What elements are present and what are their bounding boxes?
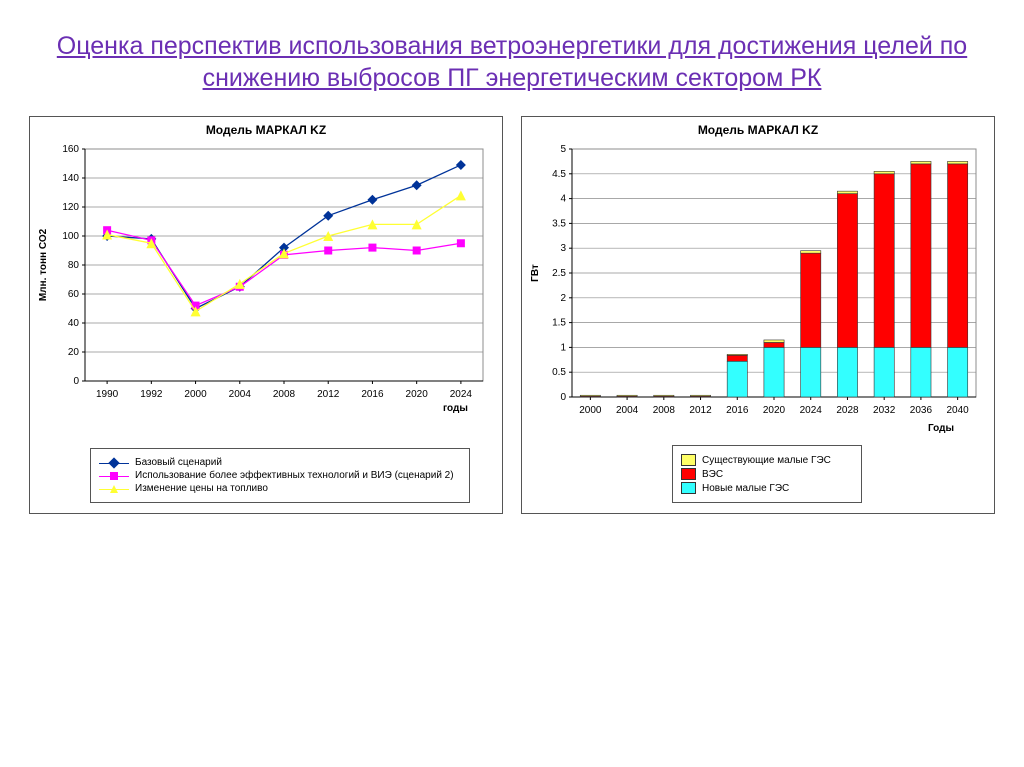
svg-text:5: 5	[560, 144, 566, 155]
charts-row: Модель МАРКАЛ KZ 02040608010012014016019…	[28, 116, 996, 514]
svg-text:120: 120	[62, 202, 79, 213]
svg-text:2000: 2000	[184, 389, 207, 400]
page-title: Оценка перспектив использования ветроэне…	[28, 30, 996, 94]
legend-swatch	[681, 454, 696, 466]
svg-text:0: 0	[560, 392, 566, 403]
legend-swatch	[681, 482, 696, 494]
svg-text:3.5: 3.5	[552, 218, 566, 229]
svg-text:20: 20	[68, 347, 80, 358]
slide: Оценка перспектив использования ветроэне…	[0, 0, 1024, 767]
legend-item: ВЭС	[681, 468, 853, 480]
svg-text:2024: 2024	[800, 405, 823, 416]
legend-swatch	[99, 458, 129, 468]
right-chart-body: 0 0.5 1 1.5 2 2.5 3 3.5 4 4.5 5 2000 2004 2008 2012 201…	[522, 141, 994, 451]
svg-text:0.5: 0.5	[552, 367, 566, 378]
right-chart-svg: 0 0.5 1 1.5 2 2.5 3 3.5 4 4.5 5 2000 2004 2008 2012 201…	[522, 141, 992, 451]
svg-text:1992: 1992	[140, 389, 163, 400]
right-chart-title: Модель МАРКАЛ KZ	[522, 117, 994, 141]
svg-text:2036: 2036	[910, 405, 933, 416]
legend-label: Существующие малые ГЭС	[702, 455, 831, 466]
svg-text:1.5: 1.5	[552, 318, 566, 329]
svg-text:2024: 2024	[450, 389, 473, 400]
svg-text:2008: 2008	[273, 389, 296, 400]
left-chart-panel: Модель МАРКАЛ KZ 0 20 40 60 80 100 120 140 160 19…	[29, 116, 503, 514]
svg-text:2020: 2020	[406, 389, 429, 400]
svg-text:2008: 2008	[653, 405, 676, 416]
svg-text:80: 80	[68, 260, 80, 271]
svg-text:2: 2	[560, 293, 566, 304]
svg-text:2016: 2016	[361, 389, 384, 400]
svg-text:60: 60	[68, 289, 80, 300]
right-legend: Существующие малые ГЭС ВЭС Новые малые ГЭС	[672, 445, 862, 503]
svg-text:2012: 2012	[317, 389, 340, 400]
legend-label: Базовый сценарий	[135, 457, 222, 468]
svg-text:ГВт: ГВт	[530, 264, 541, 282]
svg-text:40: 40	[68, 318, 80, 329]
svg-text:2020: 2020	[763, 405, 786, 416]
svg-text:2028: 2028	[836, 405, 859, 416]
svg-text:2032: 2032	[873, 405, 896, 416]
legend-item: Использование более эффективных технолог…	[99, 470, 461, 481]
legend-item: Новые малые ГЭС	[681, 482, 853, 494]
svg-text:3: 3	[560, 243, 566, 254]
right-chart-panel: Модель МАРКАЛ KZ 0 0.5 1 1.5 2 2.5 3 3.5 4 4.5 5 20…	[521, 116, 995, 514]
svg-text:годы: годы	[443, 403, 468, 414]
svg-text:2000: 2000	[579, 405, 602, 416]
svg-text:2004: 2004	[229, 389, 252, 400]
svg-text:2012: 2012	[689, 405, 712, 416]
svg-text:1: 1	[560, 342, 566, 353]
legend-swatch	[99, 484, 129, 494]
svg-text:4: 4	[560, 194, 566, 205]
svg-text:140: 140	[62, 173, 79, 184]
svg-text:Годы: Годы	[928, 423, 954, 434]
legend-swatch	[681, 468, 696, 480]
legend-label: Новые малые ГЭС	[702, 483, 789, 494]
left-legend: Базовый сценарий Использование более эффе…	[90, 448, 470, 503]
legend-label: Использование более эффективных технолог…	[135, 470, 454, 481]
svg-text:1990: 1990	[96, 389, 119, 400]
svg-text:0: 0	[73, 376, 79, 387]
left-chart-svg: 0 20 40 60 80 100 120 140 160 1990 1992 2000 2004 200…	[30, 141, 500, 441]
svg-text:Млн. тонн СО2: Млн. тонн СО2	[38, 228, 49, 301]
svg-text:100: 100	[62, 231, 79, 242]
legend-label: ВЭС	[702, 469, 723, 480]
legend-item: Существующие малые ГЭС	[681, 454, 853, 466]
svg-text:2004: 2004	[616, 405, 639, 416]
svg-text:160: 160	[62, 144, 79, 155]
svg-text:4.5: 4.5	[552, 169, 566, 180]
legend-swatch	[99, 471, 129, 481]
svg-text:2040: 2040	[947, 405, 970, 416]
legend-label: Изменение цены на топливо	[135, 483, 268, 494]
left-chart-body: 0 20 40 60 80 100 120 140 160 1990 1992 2000 2004 200…	[30, 141, 502, 441]
left-chart-title: Модель МАРКАЛ KZ	[30, 117, 502, 141]
svg-text:2.5: 2.5	[552, 268, 566, 279]
legend-item: Базовый сценарий	[99, 457, 461, 468]
svg-text:2016: 2016	[726, 405, 749, 416]
legend-item: Изменение цены на топливо	[99, 483, 461, 494]
